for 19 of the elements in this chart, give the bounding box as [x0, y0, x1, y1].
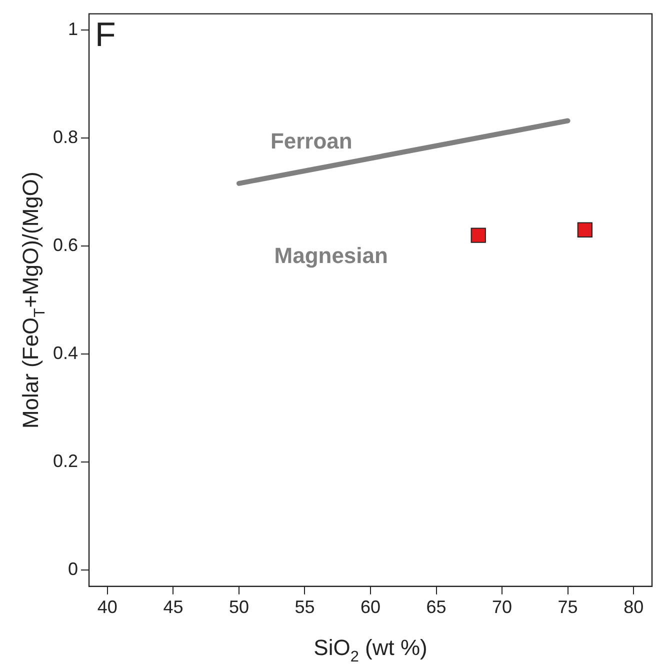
x-tick-label: 65: [426, 597, 446, 618]
x-tick-label: 60: [360, 597, 381, 618]
x-tick-label: 80: [624, 597, 644, 618]
annotation: Ferroan: [270, 128, 352, 154]
annotation: F: [95, 16, 116, 54]
x-tick-label: 45: [163, 597, 184, 618]
x-tick-label: 70: [492, 597, 512, 618]
y-axis-title: Molar (FeOT+MgO)/(MgO): [18, 172, 49, 429]
x-tick-label: 50: [228, 597, 249, 618]
y-tick-label: 0.2: [52, 451, 78, 472]
x-tick-label: 55: [294, 597, 315, 618]
y-tick-label: 0.4: [52, 343, 78, 364]
y-tick-label: 0: [68, 559, 78, 580]
y-tick-label: 1: [68, 18, 78, 39]
y-tick-label: 0.8: [52, 127, 78, 148]
y-tick-label: 0.6: [52, 235, 78, 256]
x-tick-label: 75: [558, 597, 578, 618]
annotation: Magnesian: [274, 243, 388, 268]
x-tick-label: 40: [97, 597, 118, 618]
